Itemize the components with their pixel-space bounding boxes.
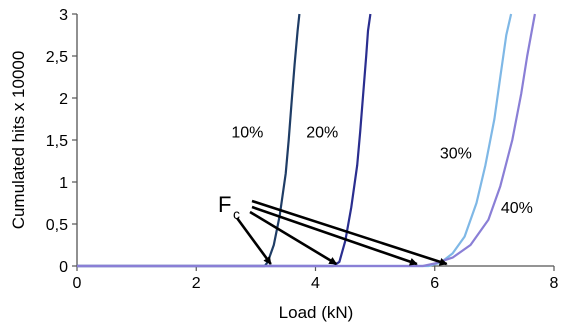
- series-label: 30%: [440, 146, 472, 163]
- annotation-subscript: c: [233, 206, 240, 222]
- annotation-arrow: [235, 217, 272, 265]
- annotation-label: F: [218, 192, 231, 217]
- series-labels: 10% 20% 30% 40%: [231, 125, 533, 218]
- series-lines: [77, 13, 536, 268]
- x-tick-label: 4: [311, 275, 320, 292]
- ticks: 0 2 4 6 8 0 0,5 1 1,5 2 2,5 3: [46, 7, 559, 292]
- series-line-20pct: [77, 13, 372, 268]
- series-line-30pct: [77, 13, 513, 268]
- x-tick-label: 2: [192, 275, 201, 292]
- series-line-40pct: [77, 13, 536, 268]
- series-line-10pct: [77, 13, 301, 268]
- y-tick-label: 1,5: [46, 133, 68, 150]
- y-tick-label: 1: [59, 175, 68, 192]
- x-axis-label: Load (kN): [279, 303, 354, 322]
- series-label: 10%: [231, 125, 263, 142]
- y-tick-label: 0,5: [46, 217, 68, 234]
- annotation-arrow: [249, 210, 338, 266]
- y-axis-label: Cumulated hits x 10000: [9, 51, 28, 230]
- x-tick-label: 6: [430, 275, 439, 292]
- y-tick-label: 3: [59, 7, 68, 24]
- series-label: 40%: [501, 200, 533, 217]
- annotation-arrow: [251, 199, 448, 266]
- x-tick-label: 8: [550, 275, 559, 292]
- y-tick-label: 0: [59, 259, 68, 276]
- y-tick-label: 2: [59, 91, 68, 108]
- series-label: 20%: [306, 125, 338, 142]
- y-tick-label: 2,5: [46, 49, 68, 66]
- annotation-arrow: [251, 205, 418, 266]
- x-tick-label: 0: [73, 275, 82, 292]
